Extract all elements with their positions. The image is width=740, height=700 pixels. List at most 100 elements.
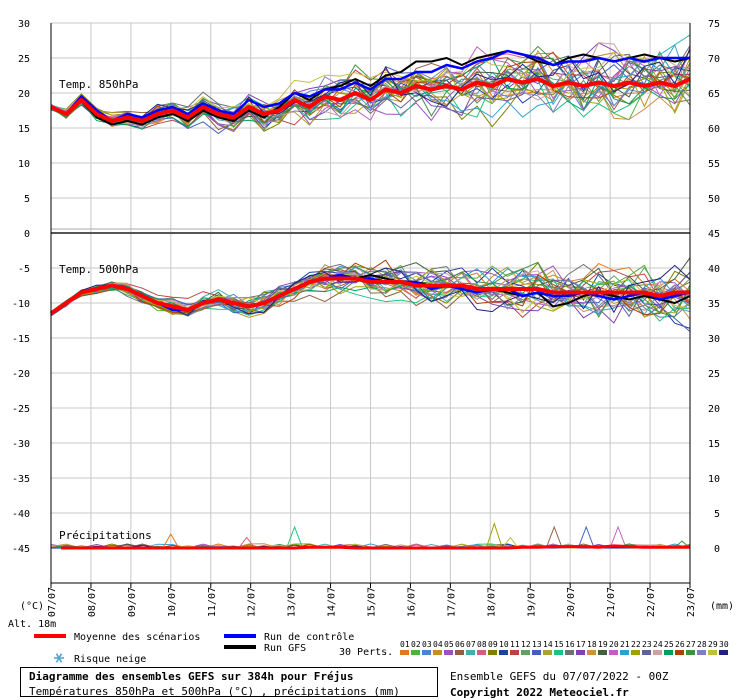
right-tick-label: 0 <box>714 544 720 555</box>
pert-swatch <box>565 650 574 655</box>
pert-swatch <box>598 650 607 655</box>
pert-swatch <box>587 650 596 655</box>
left-tick-label: 10 <box>18 159 30 170</box>
x-tick-label: 20/07 <box>566 587 577 617</box>
pert-swatch <box>631 650 640 655</box>
x-tick-label: 16/07 <box>406 587 417 617</box>
pert-swatch <box>466 650 475 655</box>
left-tick-label: -30 <box>12 439 30 450</box>
panel-label-500: Temp. 500hPa <box>59 263 138 276</box>
pert-id-label: 17 <box>576 640 586 649</box>
x-tick-label: 07/07 <box>47 587 58 617</box>
left-tick-label: -40 <box>12 509 30 520</box>
right-tick-label: 70 <box>708 54 720 65</box>
left-tick-label: -10 <box>12 299 30 310</box>
control-line-850 <box>50 49 690 123</box>
pert-swatch <box>554 650 563 655</box>
pert-swatch <box>543 650 552 655</box>
x-tick-label: 22/07 <box>646 587 657 617</box>
pert-id-label: 14 <box>543 640 553 649</box>
left-axis-unit: (°C) <box>20 601 44 612</box>
pert-swatch <box>576 650 585 655</box>
gfs-line-850 <box>50 50 691 126</box>
legend-mean-label: Moyenne des scénarios <box>74 631 200 643</box>
pert-swatch <box>686 650 695 655</box>
pert-id-label: 06 <box>455 640 465 649</box>
precip-peak <box>673 540 691 549</box>
right-tick-label: 65 <box>708 89 720 100</box>
pert-swatch <box>653 650 662 655</box>
precip-peak <box>545 525 563 549</box>
pert-swatch <box>422 650 431 655</box>
precip-peak <box>238 536 256 549</box>
precip-peak <box>577 525 595 549</box>
right-tick-label: 55 <box>708 159 720 170</box>
member-line-850 <box>50 66 691 127</box>
perturbation-legend: 01 02 03 04 05 06 07 08 09 10 11 12 13 14 15 16 17 18 19 20… <box>400 640 729 655</box>
pert-swatch <box>521 650 530 655</box>
x-tick-label: 18/07 <box>486 587 497 617</box>
x-tick-label: 09/07 <box>127 587 138 617</box>
legend-control-label: Run de contrôle <box>264 631 354 643</box>
pert-id-label: 12 <box>521 640 531 649</box>
chart-grid <box>50 22 691 583</box>
pert-id-label: 09 <box>488 640 498 649</box>
x-tick-label: 08/07 <box>87 587 98 617</box>
pert-id-label: 25 <box>664 640 674 649</box>
pert-id-label: 01 <box>400 640 410 649</box>
pert-swatch <box>488 650 497 655</box>
x-tick-label: 23/07 <box>686 587 697 617</box>
chart-labels: 302520151050-5-10-15-20-25-30-35-40-4575… <box>12 19 720 617</box>
left-tick-label: -20 <box>12 369 30 380</box>
precip-peak <box>286 525 304 549</box>
member-line-850 <box>50 48 691 123</box>
pert-swatch <box>719 650 728 655</box>
left-tick-label: -45 <box>12 544 30 555</box>
x-tick-label: 12/07 <box>247 587 258 617</box>
pert-id-label: 16 <box>565 640 575 649</box>
pert-id-label: 19 <box>598 640 608 649</box>
x-tick-label: 10/07 <box>167 587 178 617</box>
pert-swatch <box>664 650 673 655</box>
left-tick-label: -35 <box>12 474 30 485</box>
pert-id-label: 13 <box>532 640 542 649</box>
pert-id-label: 05 <box>444 640 454 649</box>
mean-line-precip <box>61 544 690 550</box>
right-tick-label: 75 <box>708 19 720 30</box>
precip-peak <box>501 536 519 549</box>
chart-axes <box>50 23 691 588</box>
pert-id-label: 10 <box>499 640 509 649</box>
mean-line-850 <box>50 77 691 123</box>
pert-id-label: 18 <box>587 640 597 649</box>
x-tick-label: 11/07 <box>207 587 218 617</box>
precip-peak <box>485 521 503 549</box>
main-series <box>49 49 691 550</box>
pert-swatch <box>455 650 464 655</box>
pert-swatch <box>444 650 453 655</box>
right-axis-unit: (mm) <box>710 601 734 612</box>
right-tick-label: 30 <box>708 334 720 345</box>
pert-id-label: 27 <box>686 640 696 649</box>
legend-snow-label: Risque neige <box>74 654 146 665</box>
x-tick-label: 13/07 <box>287 587 298 617</box>
precip-peak <box>609 525 627 549</box>
pert-id-label: 07 <box>466 640 476 649</box>
x-tick-label: 14/07 <box>327 587 338 617</box>
altitude-label: Alt. 18m <box>8 619 56 630</box>
pert-id-label: 30 <box>719 640 729 649</box>
pert-swatch <box>400 650 409 655</box>
snowflake-icon <box>54 653 64 663</box>
x-tick-label: 17/07 <box>446 587 457 617</box>
left-tick-label: 5 <box>24 194 30 205</box>
pert-id-label: 02 <box>411 640 421 649</box>
pert-id-label: 23 <box>642 640 652 649</box>
copyright: Copyright 2022 Meteociel.fr <box>450 686 629 699</box>
right-tick-label: 40 <box>708 264 720 275</box>
right-tick-label: 10 <box>708 474 720 485</box>
chart-subtitle: Températures 850hPa et 500hPa (°C) , pré… <box>29 685 400 698</box>
right-tick-label: 15 <box>708 439 720 450</box>
x-tick-label: 19/07 <box>526 587 537 617</box>
legend-perts-label: 30 Perts. <box>339 647 393 658</box>
chart-title: Diagramme des ensembles GEFS sur 384h po… <box>29 670 354 683</box>
